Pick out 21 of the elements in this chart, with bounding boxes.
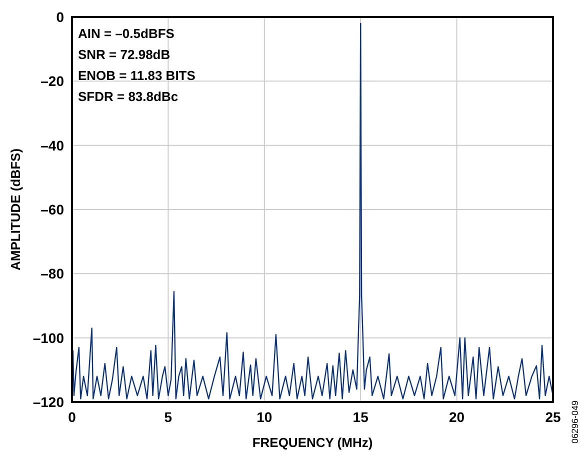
y-tick-label: –40 <box>40 137 64 154</box>
y-tick-label: –100 <box>32 330 64 346</box>
annotation: AIN = –0.5dBFS <box>78 26 175 41</box>
x-tick-label: 5 <box>164 409 172 425</box>
line-series <box>72 22 553 400</box>
x-tick-label: 0 <box>68 409 76 425</box>
x-tick-label: 10 <box>256 409 272 425</box>
x-axis-title: FREQUENCY (MHz) <box>252 435 373 450</box>
y-tick-label: –120 <box>32 394 64 410</box>
x-tick-label: 20 <box>449 409 465 425</box>
x-tick-label: 25 <box>545 409 561 425</box>
y-tick-label: –60 <box>40 202 64 218</box>
x-tick-label: 15 <box>352 409 369 425</box>
text: 06296-049 <box>570 400 580 444</box>
y-tick-label: –20 <box>40 73 64 90</box>
y-axis-title: AMPLITUDE (dBFS) <box>8 148 23 271</box>
annotation: SFDR = 83.8dBc <box>78 89 178 104</box>
y-tick-label: 0 <box>56 9 64 25</box>
annotation: SNR = 72.98dB <box>78 47 170 62</box>
y-tick-label: –80 <box>40 266 64 282</box>
annotation: ENOB = 11.83 BITS <box>78 68 196 83</box>
